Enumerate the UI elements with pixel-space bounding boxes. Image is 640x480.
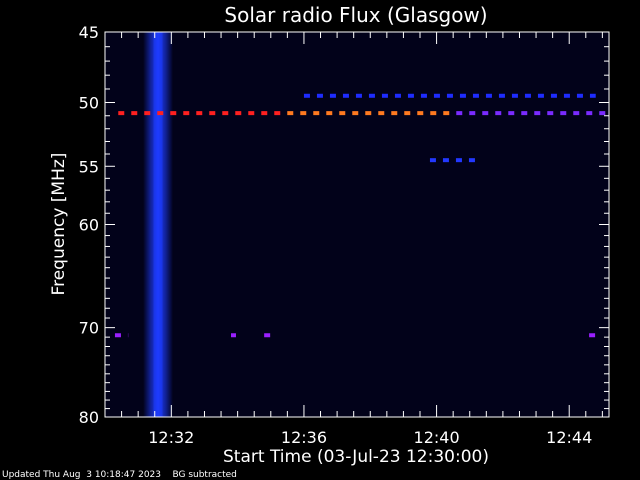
y-axis: 45 50 55 60 70 80: [79, 23, 609, 427]
narrowband-2-dash-5: [368, 93, 375, 98]
narrowband-3-dash-2: [455, 158, 462, 163]
narrowband-3-dash-3: [468, 158, 475, 163]
narrowband-2-dash-4: [355, 93, 362, 98]
narrowband-2-dash-19: [550, 93, 557, 98]
narrowband-1-dash-17: [339, 111, 346, 116]
narrowband-2-dash-15: [498, 93, 505, 98]
narrowband-5-dash-0: [231, 333, 236, 338]
footer: Updated Thu Aug 3 10:18:47 2023 BG subtr…: [2, 470, 237, 480]
plot-area: [104, 31, 610, 418]
narrowband-1-dash-22: [404, 111, 411, 116]
y-tick-label-0: 45: [79, 23, 99, 42]
narrowband-1-dash-31: [521, 111, 528, 116]
narrowband-1-dash-32: [534, 111, 541, 116]
plot-background: [105, 32, 609, 417]
narrowband-1-dash-20: [378, 111, 385, 116]
narrowband-2-dash-17: [524, 93, 531, 98]
narrowband-2-dash-0: [303, 93, 310, 98]
narrowband-2-dash-11: [446, 93, 453, 98]
narrowband-3-dash-1: [442, 158, 449, 163]
narrowband-2-dash-21: [576, 93, 583, 98]
x-tick-label-2: 12:40: [414, 428, 460, 447]
narrowband-2-dash-18: [537, 93, 544, 98]
x-tick-label-3: 12:44: [546, 428, 592, 447]
narrowband-layer: [114, 93, 606, 338]
narrowband-2-dash-7: [394, 93, 401, 98]
narrowband-6-dash-0: [264, 333, 271, 338]
narrowband-1-dash-18: [352, 111, 359, 116]
footer-spacer: [161, 470, 172, 480]
narrowband-1-dash-2: [144, 111, 151, 116]
narrowband-2-dash-1: [316, 93, 323, 98]
narrowband-1-dash-16: [326, 111, 333, 116]
narrowband-2-dash-6: [381, 93, 388, 98]
narrowband-1-dash-7: [209, 111, 216, 116]
narrowband-1-dash-0: [118, 111, 125, 116]
narrowband-1-dash-25: [443, 111, 450, 116]
narrowband-7-dash-0: [589, 333, 596, 338]
narrowband-1-dash-27: [469, 111, 476, 116]
narrowband-1-dash-1: [131, 111, 138, 116]
narrowband-2-dash-22: [589, 93, 596, 98]
y-tick-label-1: 50: [79, 94, 99, 113]
x-axis-label: Start Time (03-Jul-23 12:30:00): [223, 447, 489, 467]
narrowband-4-dash-0: [114, 333, 121, 338]
narrowband-1-dash-21: [391, 111, 398, 116]
narrowband-1-dash-35: [573, 111, 580, 116]
narrowband-1-dash-19: [365, 111, 372, 116]
narrowband-1-dash-11: [261, 111, 268, 116]
narrowband-1-dash-14: [300, 111, 307, 116]
narrowband-1-dash-8: [222, 111, 229, 116]
narrowband-1-dash-10: [248, 111, 255, 116]
narrowband-2-dash-10: [433, 93, 440, 98]
y-tick-label-5: 80: [79, 408, 99, 427]
narrowband-3-dash-0: [429, 158, 436, 163]
burst-core-0: [153, 32, 163, 417]
narrowband-2-dash-2: [329, 93, 336, 98]
narrowband-2-dash-20: [563, 93, 570, 98]
y-tick-label-2: 55: [79, 157, 99, 176]
narrowband-1-dash-36: [586, 111, 593, 116]
narrowband-1-dash-13: [287, 111, 294, 116]
narrowband-1-dash-24: [430, 111, 437, 116]
narrowband-1-dash-28: [482, 111, 489, 116]
x-axis: 12:32 12:36 12:40 12:44: [104, 32, 603, 447]
narrowband-1-dash-30: [508, 111, 515, 116]
narrowband-2-dash-13: [472, 93, 479, 98]
y-tick-label-4: 70: [79, 319, 99, 338]
narrowband-1-dash-6: [196, 111, 203, 116]
narrowband-1-dash-4: [170, 111, 177, 116]
narrowband-1-dash-26: [456, 111, 463, 116]
narrowband-1-dash-23: [417, 111, 424, 116]
narrowband-1-dash-34: [560, 111, 567, 116]
x-tick-label-1: 12:36: [281, 428, 327, 447]
narrowband-2-dash-8: [407, 93, 414, 98]
narrowband-2-dash-12: [459, 93, 466, 98]
bg-note: BG subtracted: [172, 470, 237, 480]
narrowband-2-dash-3: [342, 93, 349, 98]
narrowband-2-dash-14: [485, 93, 492, 98]
burst-layer: [143, 32, 173, 417]
narrowband-1-dash-15: [313, 111, 320, 116]
narrowband-1-dash-5: [183, 111, 190, 116]
narrowband-1-dash-12: [274, 111, 281, 116]
y-tick-label-3: 60: [79, 216, 99, 235]
narrowband-1-dash-37: [599, 111, 606, 116]
narrowband-1-dash-9: [235, 111, 242, 116]
x-tick-label-0: 12:32: [148, 428, 194, 447]
chart-title: Solar radio Flux (Glasgow): [224, 3, 487, 27]
narrowband-1-dash-29: [495, 111, 502, 116]
y-axis-label: Frequency [MHz]: [49, 153, 69, 296]
narrowband-2-dash-16: [511, 93, 518, 98]
updated-timestamp: Updated Thu Aug 3 10:18:47 2023: [2, 470, 162, 480]
narrowband-1-dash-3: [157, 111, 164, 116]
narrowband-2-dash-9: [420, 93, 427, 98]
narrowband-1-dash-33: [547, 111, 554, 116]
